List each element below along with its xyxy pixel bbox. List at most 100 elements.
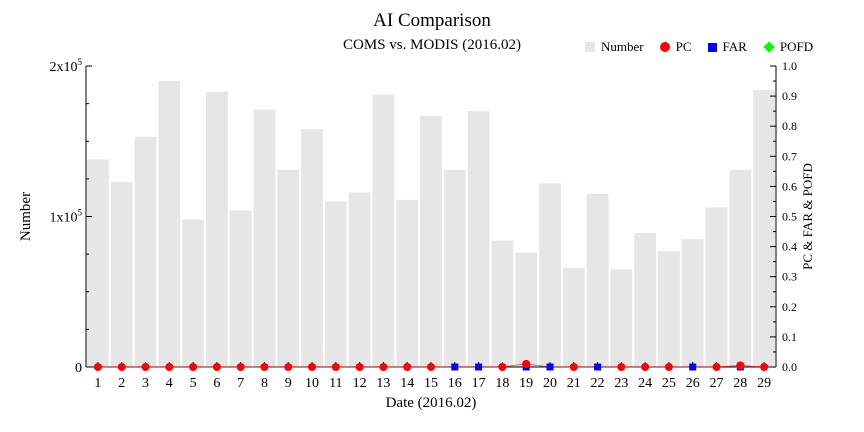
pc-point-3 (141, 363, 150, 371)
legend-item-number: Number (585, 39, 644, 55)
x-tick-label-19: 19 (519, 376, 533, 391)
x-tick-label-20: 20 (543, 376, 557, 391)
bar-day-4 (158, 81, 181, 367)
x-tick-label-5: 5 (190, 376, 197, 391)
y2-tick-label-9: 0.9 (782, 89, 797, 103)
bar-day-26 (681, 239, 704, 367)
pc-point-6 (212, 363, 221, 371)
bar-day-5 (182, 219, 204, 367)
bar-day-13 (372, 94, 395, 367)
bar-day-28 (729, 169, 752, 367)
far-point-22 (594, 363, 602, 371)
legend-item-far: FAR (707, 39, 747, 55)
x-tick-label-21: 21 (567, 376, 581, 391)
legend-swatch-pc (659, 42, 670, 52)
bar-day-10 (301, 129, 323, 367)
x-tick-label-17: 17 (472, 376, 486, 391)
bar-day-11 (324, 201, 347, 367)
pc-point-12 (355, 363, 364, 371)
y2-axis-label: PC & FAR & POFD (800, 163, 815, 270)
pc-point-2 (117, 363, 126, 371)
x-tick-label-22: 22 (591, 376, 605, 391)
bar-day-29 (753, 90, 775, 367)
pc-point-5 (189, 363, 198, 371)
legend-label-far: FAR (722, 39, 747, 54)
x-tick-label-24: 24 (638, 376, 652, 391)
x-tick-label-29: 29 (757, 376, 771, 391)
bar-day-1 (87, 159, 109, 367)
legend-swatch-number (585, 42, 595, 52)
bar-day-8 (253, 109, 276, 367)
legend-label-number: Number (601, 39, 644, 54)
pc-point-top-28 (736, 361, 745, 370)
pc-point-1 (93, 363, 102, 371)
y2-tick-label-2: 0.2 (782, 300, 797, 314)
bar-day-3 (134, 136, 157, 367)
bar-day-19 (515, 252, 538, 367)
x-tick-label-7: 7 (237, 376, 244, 391)
bar-day-25 (658, 251, 680, 367)
bar-day-14 (396, 199, 419, 367)
legend-label-pc: PC (675, 39, 692, 54)
x-axis-label: Date (2016.02) (386, 395, 477, 411)
pc-point-8 (260, 363, 269, 371)
x-tick-label-25: 25 (662, 376, 676, 391)
pc-point-4 (165, 363, 174, 371)
far-point-20 (546, 363, 554, 371)
far-point-16 (451, 363, 459, 371)
pc-point-23 (617, 363, 626, 371)
chart-subtitle: COMS vs. MODIS (2016.02) (343, 37, 521, 53)
x-tick-label-9: 9 (285, 376, 292, 391)
pc-point-10 (308, 363, 316, 371)
x-tick-label-10: 10 (305, 376, 319, 391)
y-tick-label-2: 2x105 (50, 57, 83, 75)
pc-point-15 (427, 363, 435, 371)
legend-item-pc: PC (659, 39, 692, 55)
x-tick-label-26: 26 (686, 376, 700, 391)
legend-swatch-far (707, 42, 717, 52)
pc-point-18 (498, 363, 507, 371)
bar-day-23 (610, 269, 633, 367)
y-tick-label-1: 1x105 (50, 208, 83, 226)
pc-point-25 (664, 363, 673, 371)
legend: Number PC FAR POFD (585, 39, 813, 55)
bar-day-22 (586, 193, 609, 367)
bar-day-21 (562, 267, 585, 367)
bar-day-20 (539, 183, 561, 367)
x-tick-label-3: 3 (142, 376, 149, 391)
y2-tick-label-1: 0.1 (782, 330, 797, 344)
pc-point-24 (641, 363, 650, 371)
x-tick-label-28: 28 (733, 376, 747, 391)
y2-tick-label-5: 0.5 (782, 210, 797, 224)
far-point-26 (689, 363, 697, 371)
bar-day-24 (634, 233, 656, 367)
x-tick-label-16: 16 (448, 376, 462, 391)
bar-day-27 (705, 207, 728, 367)
x-tick-label-27: 27 (710, 376, 724, 391)
y2-tick-label-6: 0.6 (782, 179, 797, 193)
bar-day-15 (420, 115, 442, 367)
x-tick-label-13: 13 (376, 376, 390, 391)
bar-day-18 (491, 240, 514, 367)
bar-day-6 (206, 91, 228, 367)
pc-point-29 (760, 363, 769, 371)
bar-day-12 (348, 192, 371, 367)
x-tick-label-1: 1 (94, 376, 101, 391)
far-point-17 (475, 363, 483, 371)
x-tick-label-18: 18 (495, 376, 509, 391)
y2-tick-label-10: 1.0 (782, 59, 797, 73)
x-tick-label-2: 2 (118, 376, 125, 391)
pc-point-13 (379, 363, 388, 371)
y2-tick-label-7: 0.7 (782, 149, 797, 163)
x-tick-label-6: 6 (213, 376, 220, 391)
x-tick-label-8: 8 (261, 376, 268, 391)
y2-tick-label-3: 0.3 (782, 270, 797, 284)
y-axis-label: Number (18, 192, 34, 241)
bar-day-17 (467, 111, 490, 367)
bar-day-7 (229, 210, 252, 367)
y2-tick-label-8: 0.8 (782, 119, 797, 133)
y2-tick-label-0: 0.0 (782, 360, 797, 374)
x-tick-label-12: 12 (353, 376, 367, 391)
pc-point-top-19 (522, 360, 531, 368)
